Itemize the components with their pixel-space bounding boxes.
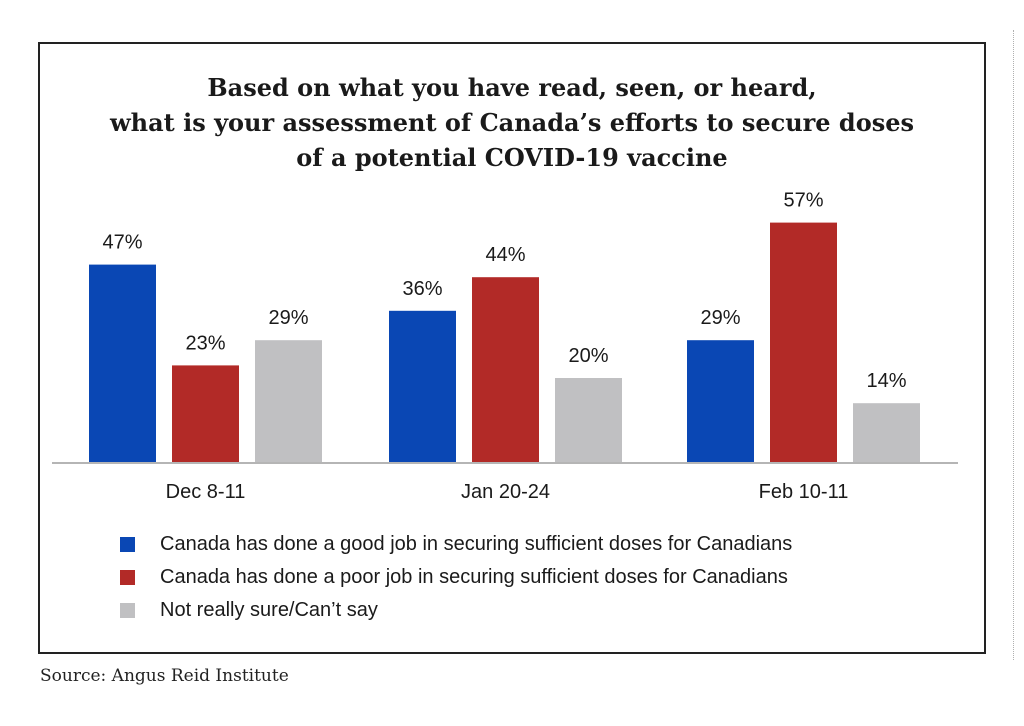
chart-title-line-2: what is your assessment of Canada’s effo… [109, 108, 915, 137]
data-label-3-1: 29% [268, 307, 308, 329]
legend-label-poor-job: Canada has done a poor job in securing s… [160, 566, 788, 588]
data-label-2-1: 23% [185, 332, 225, 354]
page-edge-rule [1013, 30, 1015, 660]
x-tick-label-3: Feb 10-11 [759, 481, 849, 503]
legend-item-poor-job: Canada has done a poor job in securing s… [120, 561, 792, 594]
bar-2-2 [472, 277, 539, 462]
data-label-1-3: 29% [700, 307, 740, 329]
data-label-1-1: 47% [102, 232, 142, 254]
chart-legend: Canada has done a good job in securing s… [120, 528, 792, 627]
chart-frame: Based on what you have read, seen, or he… [38, 42, 986, 654]
bar-3-1 [255, 340, 322, 462]
legend-label-not-sure: Not really sure/Can’t say [160, 599, 378, 621]
bar-chart: 47% 23% 29% Dec 8-11 36% 44% 20% Jan 20-24 29% 57… [52, 190, 958, 503]
bar-3-2 [555, 378, 622, 462]
bar-1-2 [389, 310, 456, 462]
chart-title-line-1: Based on what you have read, seen, or he… [207, 73, 817, 102]
data-label-2-2: 44% [485, 244, 525, 266]
data-label-2-3: 57% [783, 190, 823, 212]
legend-swatch-not-sure [120, 603, 135, 618]
legend-label-good-job: Canada has done a good job in securing s… [160, 533, 793, 555]
bar-1-3 [687, 340, 754, 462]
bar-3-3 [853, 403, 920, 462]
legend-item-good-job: Canada has done a good job in securing s… [120, 528, 792, 561]
source-note: Source: Angus Reid Institute [40, 666, 289, 686]
data-label-3-2: 20% [568, 345, 608, 367]
legend-swatch-good-job [120, 537, 135, 552]
x-tick-label-2: Jan 20-24 [461, 481, 550, 503]
legend-swatch-poor-job [120, 570, 135, 585]
chart-title: Based on what you have read, seen, or he… [40, 70, 984, 175]
data-label-1-2: 36% [402, 278, 442, 300]
data-label-3-3: 14% [866, 370, 906, 392]
chart-title-line-3: of a potential COVID-19 vaccine [296, 143, 728, 172]
x-tick-label-1: Dec 8-11 [166, 481, 246, 503]
bar-2-3 [770, 222, 837, 462]
legend-item-not-sure: Not really sure/Can’t say [120, 594, 792, 627]
bar-1-1 [89, 264, 156, 462]
bar-2-1 [172, 365, 239, 462]
